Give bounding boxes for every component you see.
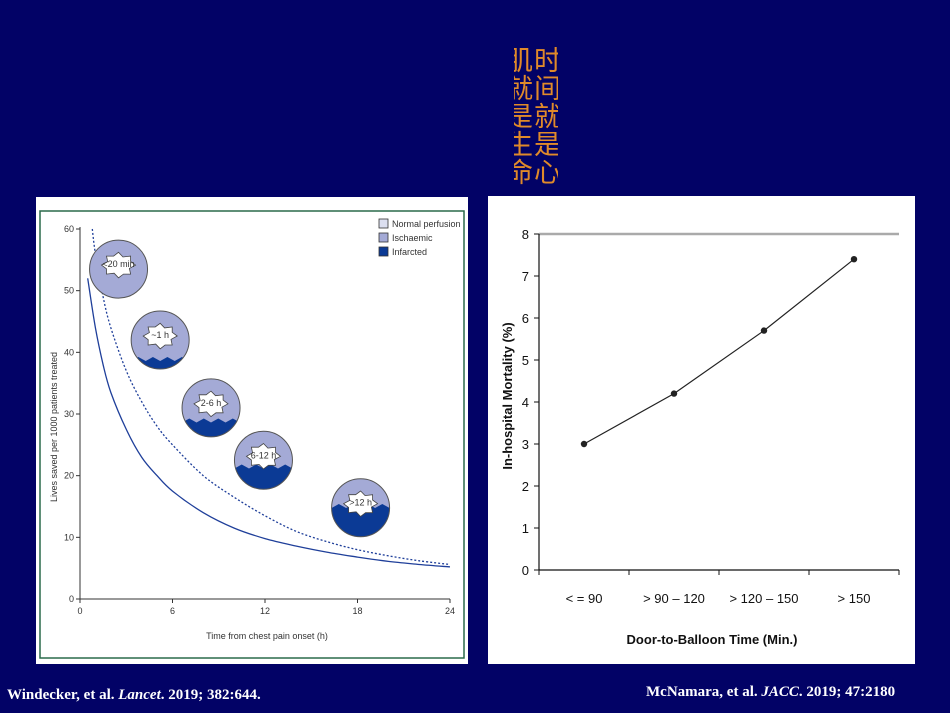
x-tick-label: 6 <box>170 606 175 616</box>
heart-stage-1: <20 min <box>89 239 149 299</box>
y-tick-label: 60 <box>64 224 74 234</box>
heart-infarcted-area <box>234 464 293 490</box>
heart-outline <box>331 478 391 538</box>
heart-stage-2: ~1 h <box>130 310 190 370</box>
y-tick-label: 0 <box>522 563 529 578</box>
heart-normal-area <box>100 251 137 279</box>
y-tick-label: 1 <box>522 521 529 536</box>
heart-infarcted-area <box>331 504 390 537</box>
x-tick-label: 0 <box>77 606 82 616</box>
citation-authors: Windecker, et al. <box>7 687 119 703</box>
legend-swatch <box>378 232 389 243</box>
y-tick-label: 10 <box>64 532 74 542</box>
series-line-solid <box>87 278 451 568</box>
y-axis-label: In-hospital Mortality (%) <box>500 322 515 469</box>
y-tick-label: 40 <box>64 347 74 357</box>
heart-outline <box>181 378 241 438</box>
x-tick-label: 12 <box>260 606 270 616</box>
y-tick-label: 20 <box>64 471 74 481</box>
y-tick-label: 50 <box>64 286 74 296</box>
heart-time-label: <20 min <box>102 259 134 269</box>
y-tick-label: 4 <box>522 395 529 410</box>
mortality-chart-panel: 0 1 2 3 4 5 6 7 8 < = 90 > 90 – 120 > 120 – 150 > 15… <box>488 196 915 664</box>
lives-saved-chart-panel: 0 6 12 18 24 0 10 20 30 40 50 60 <20 min ~1 h 2-6 h 6-… <box>36 197 468 664</box>
y-tick-label: 7 <box>522 269 529 284</box>
y-tick-label: 5 <box>522 353 529 368</box>
data-point <box>670 390 678 397</box>
x-category-label: > 120 – 150 <box>729 591 798 606</box>
legend-label: Ischaemic <box>392 233 433 243</box>
heart-infarcted-area <box>182 418 241 437</box>
citation-mcnamara: McNamara, et al. JACC. 2019; 47:2180 <box>646 684 895 701</box>
data-point <box>850 256 858 263</box>
data-point <box>760 327 768 334</box>
x-category-label: > 150 <box>838 591 871 606</box>
heart-stage-3: 2-6 h <box>181 378 241 438</box>
heart-normal-area <box>193 390 229 418</box>
heart-outline <box>233 430 293 490</box>
heart-time-label: >12 h <box>349 498 372 508</box>
heart-normal-area <box>245 442 282 470</box>
data-point <box>580 440 588 448</box>
slide-title: 时间就是心肌就是生命 <box>514 46 558 186</box>
x-category-label: < = 90 <box>566 591 603 606</box>
citation-details: . 2019; 47:2180 <box>798 684 896 700</box>
legend-swatch <box>378 218 389 229</box>
mortality-line <box>583 258 855 445</box>
heart-time-label: 2-6 h <box>201 398 222 408</box>
y-tick-label: 2 <box>522 479 529 494</box>
series-line-dotted <box>91 228 451 566</box>
heart-normal-area <box>142 322 178 350</box>
y-tick-label: 8 <box>522 227 529 242</box>
heart-time-label: ~1 h <box>151 330 169 340</box>
x-category-label: > 90 – 120 <box>643 591 705 606</box>
heart-normal-area <box>342 490 379 518</box>
mortality-chart: 0 1 2 3 4 5 6 7 8 < = 90 > 90 – 120 > 120 – 150 > 15… <box>500 227 900 647</box>
legend-swatch <box>378 246 389 257</box>
heart-time-label: 6-12 h <box>251 450 277 460</box>
citation-authors: McNamara, et al. <box>646 684 762 700</box>
x-tick-label: 18 <box>352 606 362 616</box>
y-tick-label: 0 <box>69 594 74 604</box>
legend-label: Normal perfusion <box>392 219 461 229</box>
x-axis-label: Door-to-Balloon Time (Min.) <box>627 632 798 647</box>
y-tick-label: 30 <box>64 409 74 419</box>
heart-stage-4: 6-12 h <box>233 430 293 490</box>
y-axis-label: Lives saved per 1000 patients treated <box>49 352 59 502</box>
chart-frame <box>39 210 465 659</box>
x-tick-label: 24 <box>445 606 455 616</box>
x-axis-label: Time from chest pain onset (h) <box>206 631 328 641</box>
lives-saved-chart: 0 6 12 18 24 0 10 20 30 40 50 60 <20 min ~1 h 2-6 h 6-… <box>39 210 465 659</box>
heart-outline <box>89 239 149 299</box>
citation-journal: JACC <box>761 684 799 700</box>
heart-outline <box>130 310 190 370</box>
y-tick-label: 6 <box>522 311 529 326</box>
legend-label: Infarcted <box>392 247 427 257</box>
y-tick-label: 3 <box>522 437 529 452</box>
heart-stage-5: >12 h <box>331 478 391 538</box>
citation-details: . 2019; 382:644. <box>160 687 261 703</box>
citation-journal: Lancet <box>118 687 161 703</box>
citation-windecker: Windecker, et al. Lancet. 2019; 382:644. <box>7 687 261 704</box>
